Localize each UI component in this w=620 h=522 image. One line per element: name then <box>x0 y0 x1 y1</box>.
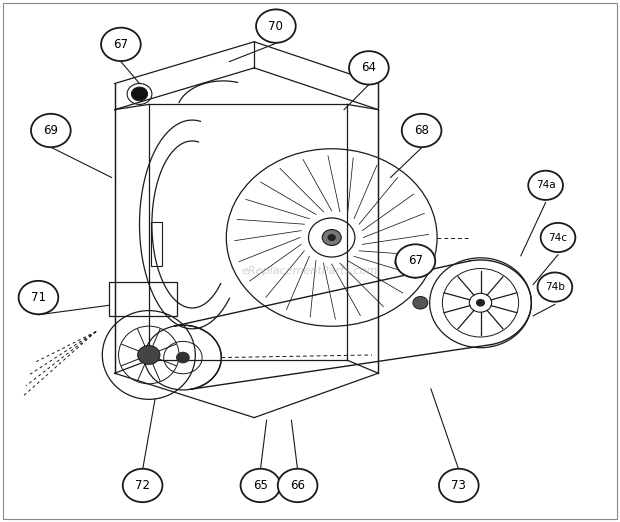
Circle shape <box>541 223 575 252</box>
Circle shape <box>131 87 148 101</box>
Circle shape <box>413 296 428 309</box>
Text: 70: 70 <box>268 20 283 32</box>
Circle shape <box>396 244 435 278</box>
Circle shape <box>123 469 162 502</box>
Text: 73: 73 <box>451 479 466 492</box>
Text: 65: 65 <box>253 479 268 492</box>
Text: 68: 68 <box>414 124 429 137</box>
Circle shape <box>476 299 485 306</box>
Circle shape <box>31 114 71 147</box>
Text: 66: 66 <box>290 479 305 492</box>
Circle shape <box>278 469 317 502</box>
Text: 74b: 74b <box>545 282 565 292</box>
Text: 64: 64 <box>361 62 376 74</box>
Circle shape <box>256 9 296 43</box>
Text: 74a: 74a <box>536 180 556 191</box>
Circle shape <box>439 469 479 502</box>
Circle shape <box>538 272 572 302</box>
Text: 74c: 74c <box>549 232 567 243</box>
Text: 72: 72 <box>135 479 150 492</box>
Circle shape <box>349 51 389 85</box>
Circle shape <box>322 230 341 245</box>
Text: 69: 69 <box>43 124 58 137</box>
Circle shape <box>241 469 280 502</box>
Text: eReplacementParts.com: eReplacementParts.com <box>242 266 378 277</box>
Circle shape <box>402 114 441 147</box>
Text: 71: 71 <box>31 291 46 304</box>
Circle shape <box>395 257 409 268</box>
Circle shape <box>528 171 563 200</box>
Circle shape <box>327 234 336 241</box>
Circle shape <box>101 28 141 61</box>
Circle shape <box>176 352 190 363</box>
Text: 67: 67 <box>408 255 423 267</box>
Circle shape <box>19 281 58 314</box>
Text: 67: 67 <box>113 38 128 51</box>
Circle shape <box>138 346 160 364</box>
